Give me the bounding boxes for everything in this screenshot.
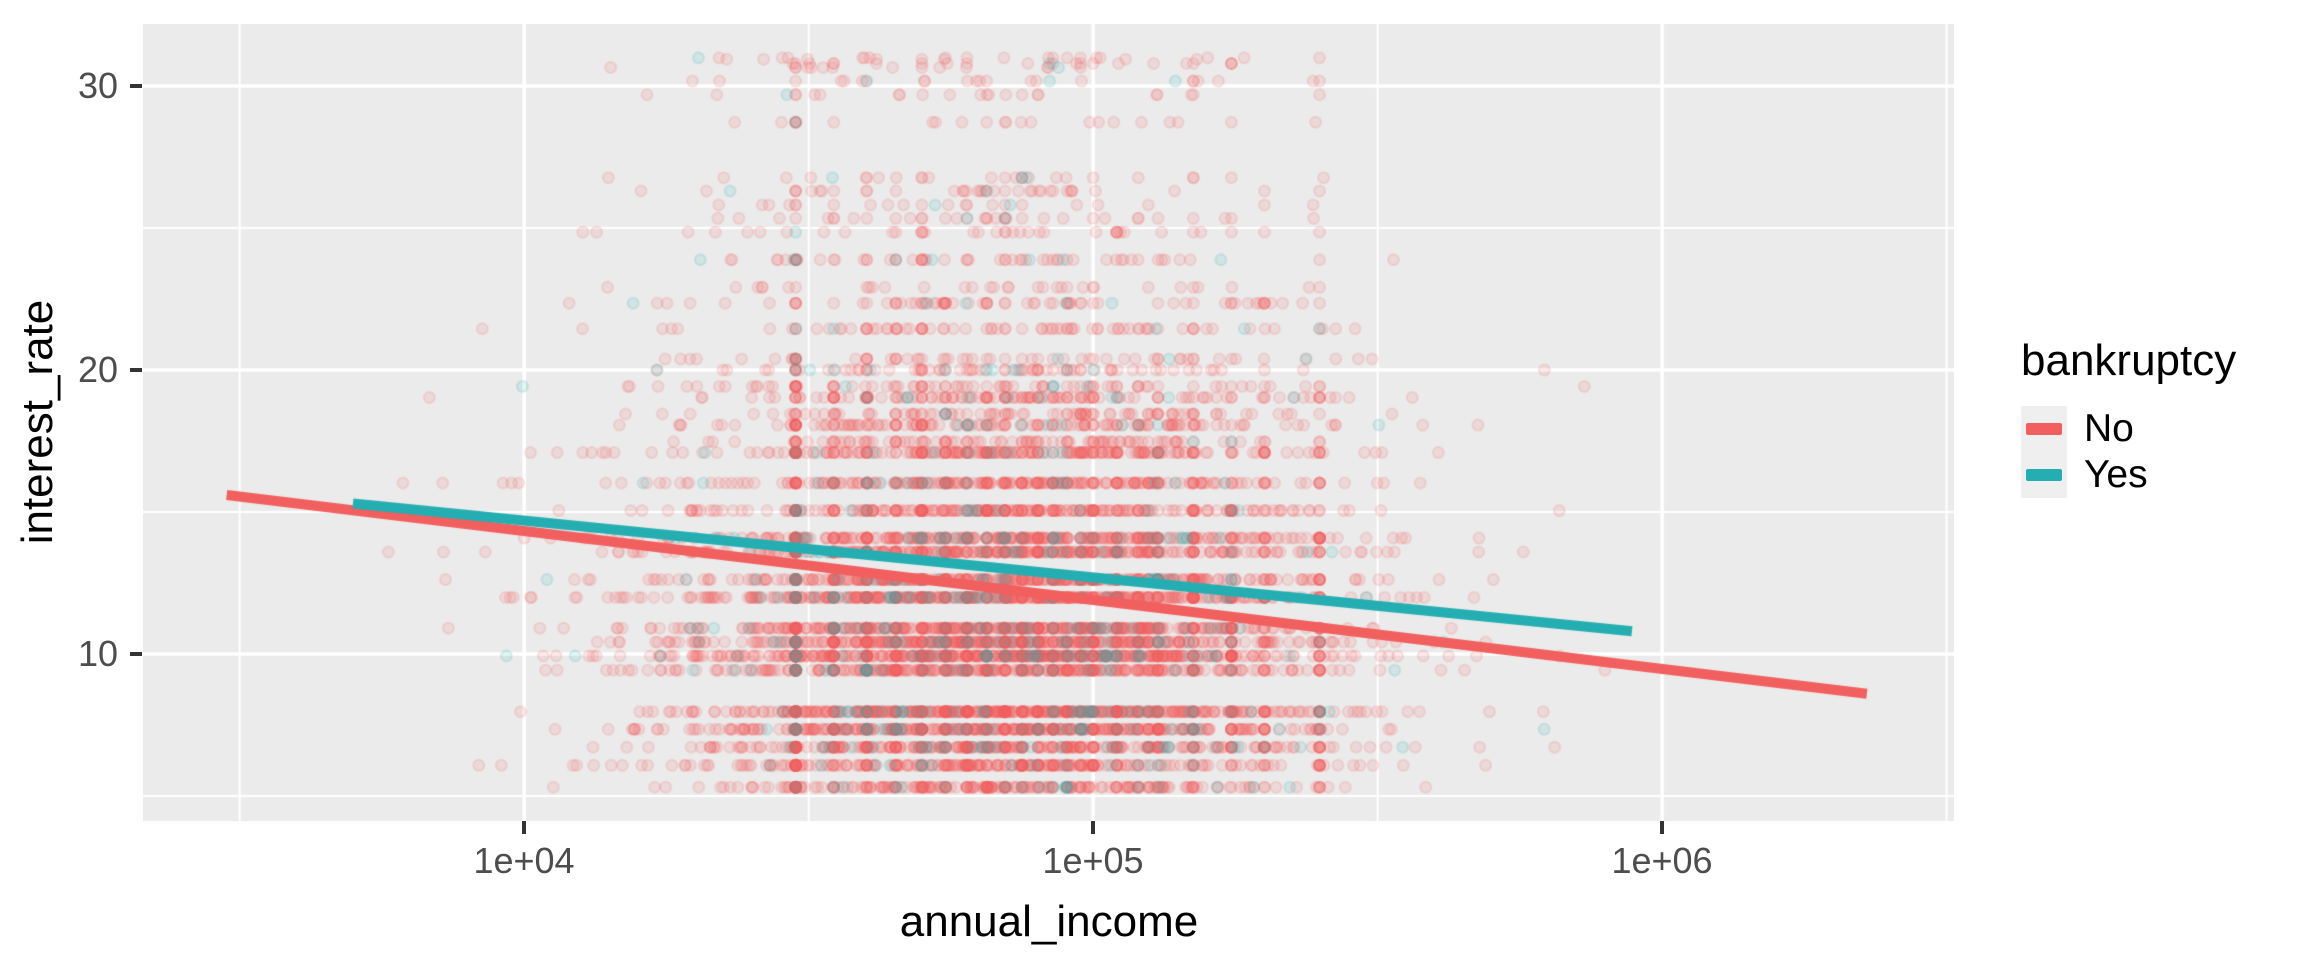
x-axis-title: annual_income <box>899 897 1199 946</box>
y-axis-title: interest_rate <box>13 299 62 545</box>
legend: bankruptcy No Yes <box>2021 336 2236 498</box>
legend-key-box <box>2021 406 2067 452</box>
scatter-canvas <box>143 24 1954 821</box>
y-tick-label: 10 <box>77 633 118 674</box>
y-tick-label: 20 <box>77 349 118 390</box>
legend-title: bankruptcy <box>2021 336 2237 385</box>
legend-label-no: No <box>2084 407 2134 450</box>
x-tick-mark <box>1660 821 1664 834</box>
plot-panel <box>143 24 1954 821</box>
x-tick-label: 1e+06 <box>1611 840 1713 881</box>
x-tick-mark <box>522 821 526 834</box>
legend-entry-no: No <box>2021 406 2236 452</box>
x-tick-mark <box>1091 821 1095 834</box>
legend-swatch-no-icon <box>2026 423 2062 435</box>
y-tick-mark <box>130 368 142 372</box>
y-tick-label: 30 <box>77 65 118 106</box>
legend-label-yes: Yes <box>2084 453 2148 496</box>
x-tick-label: 1e+05 <box>1042 840 1144 881</box>
x-tick-label: 1e+04 <box>473 840 575 881</box>
legend-key-box <box>2021 452 2067 498</box>
y-tick-mark <box>130 652 142 656</box>
y-tick-mark <box>130 84 142 88</box>
legend-entry-yes: Yes <box>2021 452 2236 498</box>
legend-swatch-yes-icon <box>2026 469 2062 481</box>
